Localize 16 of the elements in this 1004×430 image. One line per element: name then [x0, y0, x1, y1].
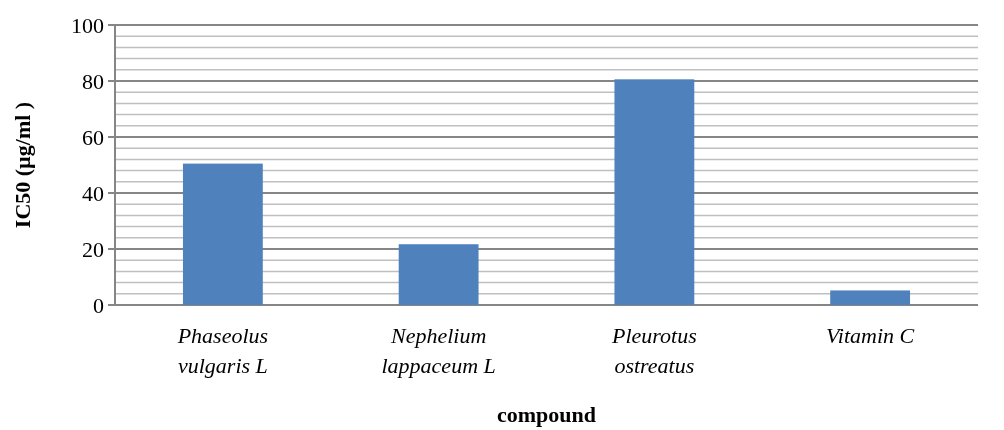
bar [614, 79, 695, 305]
bar [398, 244, 479, 305]
x-axis-title: compound [496, 402, 597, 427]
y-tick-label: 20 [82, 236, 104, 262]
x-tick-label: Phaseolus vulgaris L [176, 323, 269, 378]
y-tick-label: 40 [82, 180, 104, 206]
bar [830, 290, 911, 305]
y-tick-label: 100 [71, 12, 104, 38]
x-tick-label: Nephelium lappaceum L [381, 323, 496, 378]
y-tick-label: 0 [93, 292, 104, 318]
bar [182, 163, 263, 305]
x-tick-label: Pleurotus ostreatus [611, 323, 697, 378]
y-tick-label: 80 [82, 68, 104, 94]
y-axis-title: IC50 (µg/ml ) [10, 101, 35, 229]
y-tick-label: 60 [82, 124, 104, 150]
x-tick-label: Vitamin C [826, 323, 915, 348]
